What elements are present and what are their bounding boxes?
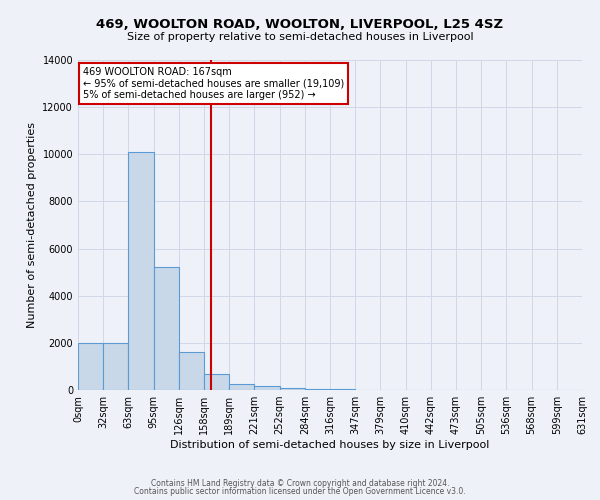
X-axis label: Distribution of semi-detached houses by size in Liverpool: Distribution of semi-detached houses by …	[170, 440, 490, 450]
Bar	[128, 152, 154, 390]
Text: 469 WOOLTON ROAD: 167sqm
← 95% of semi-detached houses are smaller (19,109)
5% o: 469 WOOLTON ROAD: 167sqm ← 95% of semi-d…	[83, 66, 344, 100]
Bar	[78, 343, 103, 390]
Text: Contains HM Land Registry data © Crown copyright and database right 2024.: Contains HM Land Registry data © Crown c…	[151, 478, 449, 488]
Y-axis label: Number of semi-detached properties: Number of semi-detached properties	[27, 122, 37, 328]
Bar	[254, 386, 280, 390]
Text: 469, WOOLTON ROAD, WOOLTON, LIVERPOOL, L25 4SZ: 469, WOOLTON ROAD, WOOLTON, LIVERPOOL, L…	[97, 18, 503, 30]
Bar	[204, 374, 229, 390]
Text: Size of property relative to semi-detached houses in Liverpool: Size of property relative to semi-detach…	[127, 32, 473, 42]
Bar	[229, 384, 254, 390]
Bar	[305, 389, 330, 390]
Text: Contains public sector information licensed under the Open Government Licence v3: Contains public sector information licen…	[134, 487, 466, 496]
Bar	[179, 352, 204, 390]
Bar	[154, 268, 179, 390]
Bar	[280, 388, 305, 390]
Bar	[103, 343, 128, 390]
